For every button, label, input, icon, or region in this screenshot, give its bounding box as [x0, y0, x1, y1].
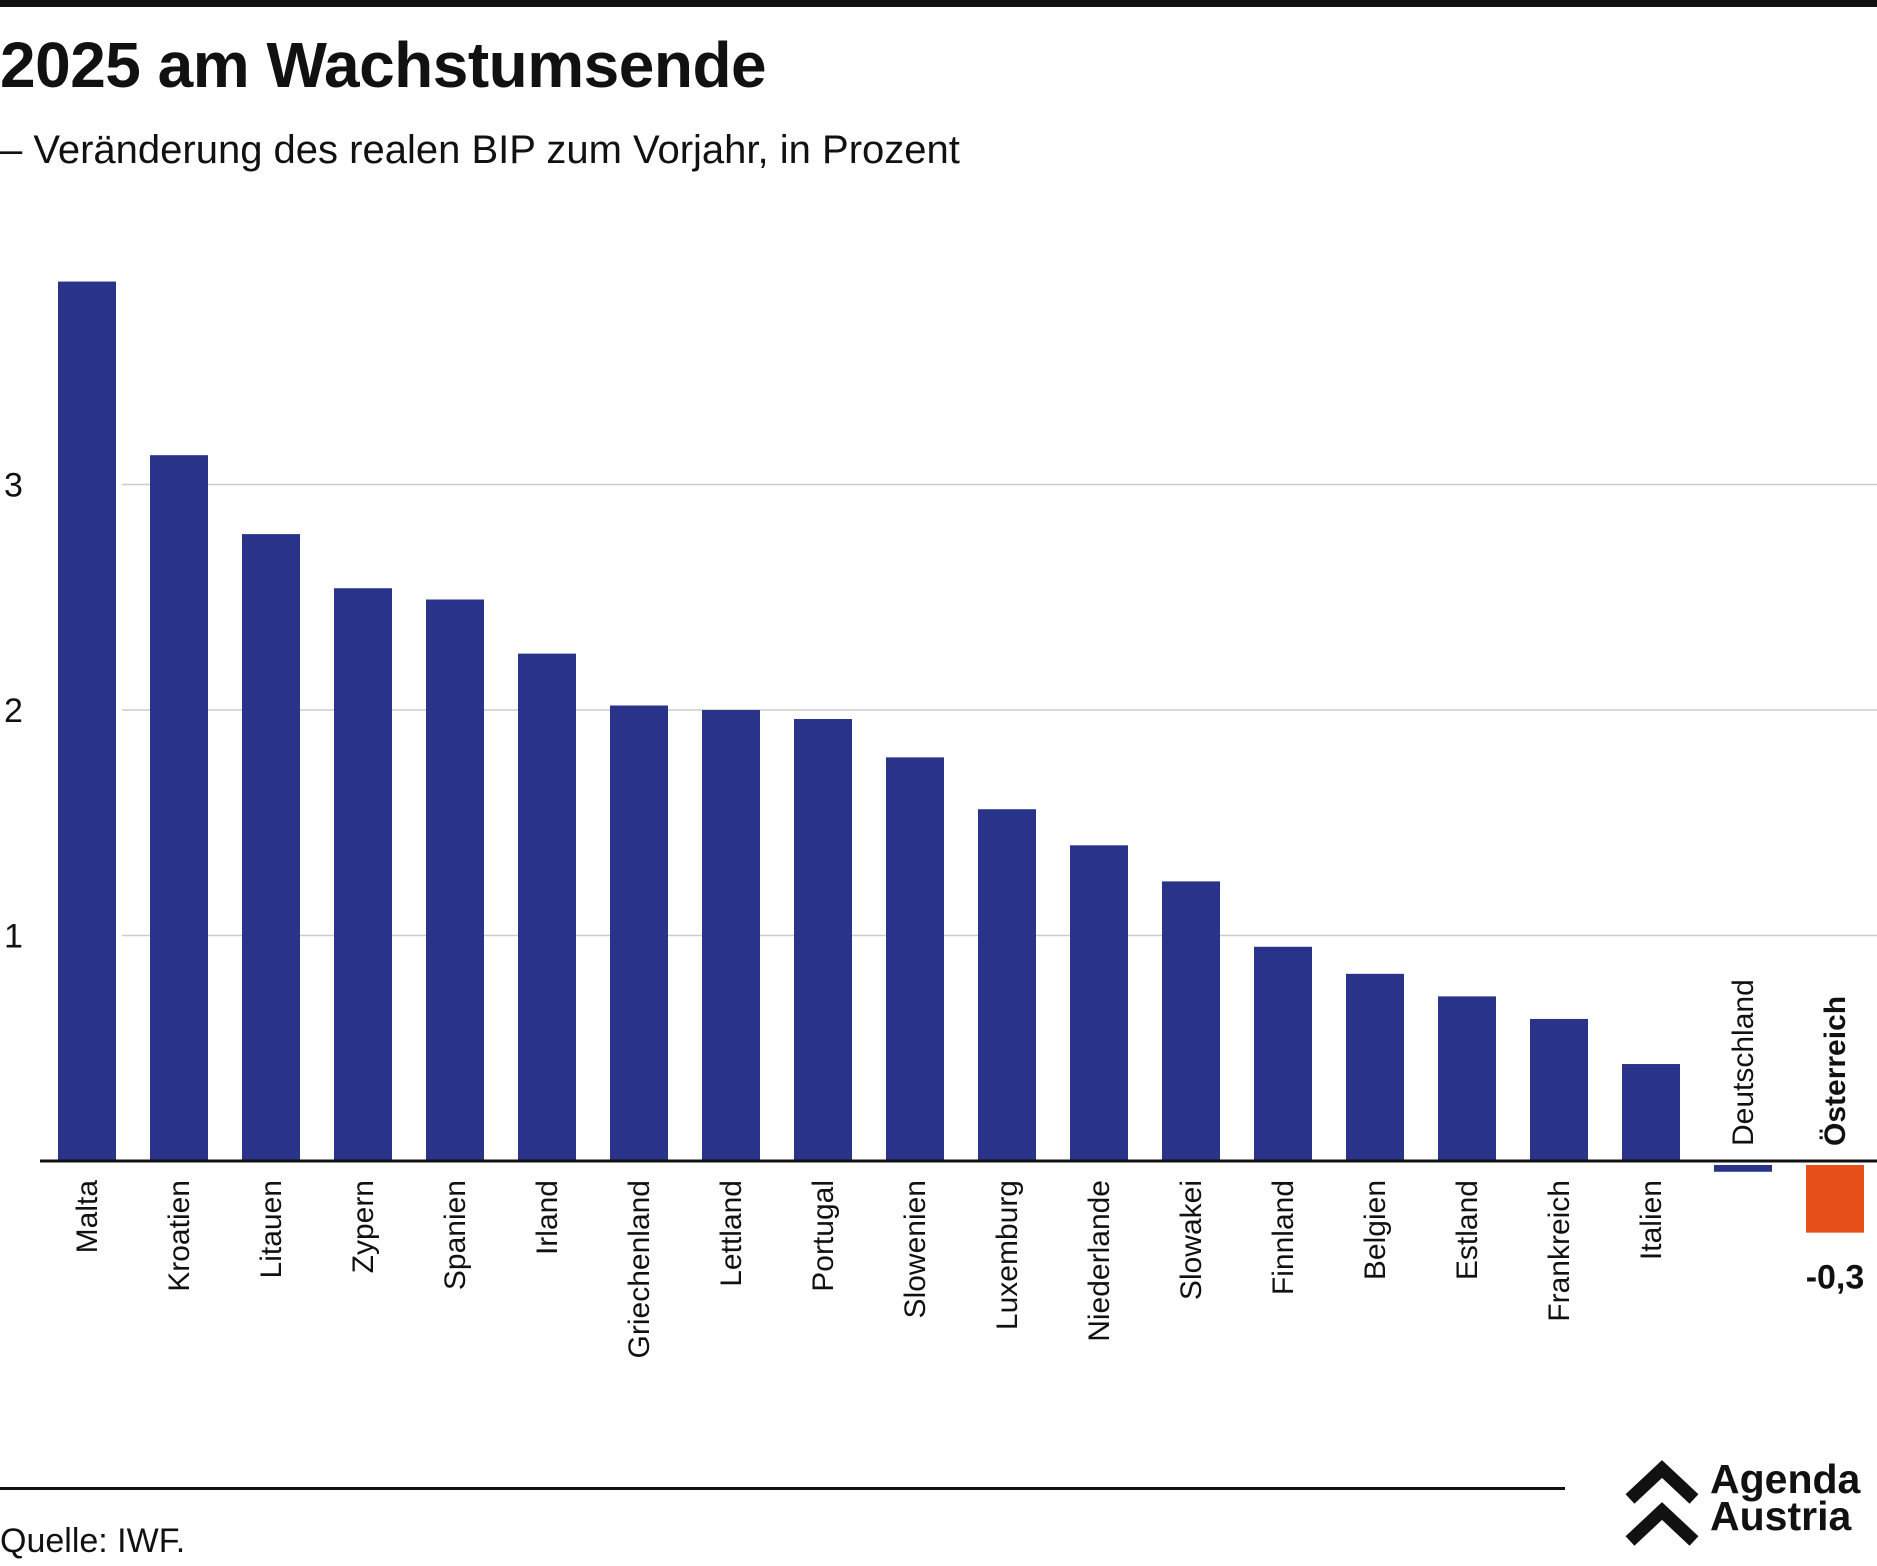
x-tick-label: Italien: [1635, 1180, 1668, 1260]
logo-line-2: Austria: [1710, 1493, 1852, 1539]
bar: [1346, 973, 1404, 1161]
bar: [150, 455, 208, 1161]
x-tick-label: Portugal: [807, 1180, 840, 1292]
chart-title: 2025 am Wachstumsende: [0, 29, 767, 101]
bar: [1806, 1165, 1864, 1233]
bar: [334, 588, 392, 1161]
bar: [702, 710, 760, 1161]
x-tick-label: Spanien: [439, 1180, 472, 1290]
x-tick-label: Estland: [1451, 1180, 1484, 1280]
logo-line-1: Agenda: [1710, 1456, 1861, 1502]
bar: [242, 534, 300, 1161]
bar: [978, 809, 1036, 1161]
x-tick-label: Lettland: [715, 1180, 748, 1287]
x-tick-label: Malta: [71, 1180, 104, 1254]
y-tick-label: 2: [4, 692, 23, 730]
bar: [1530, 1018, 1588, 1161]
bar: [1070, 845, 1128, 1161]
x-tick-label: Slowenien: [899, 1180, 932, 1318]
x-tick-label: Deutschland: [1727, 979, 1760, 1146]
bar: [1162, 881, 1220, 1161]
bar: [610, 705, 668, 1161]
x-tick-label: Niederlande: [1083, 1180, 1116, 1342]
bar: [886, 757, 944, 1161]
bar-chart: 1 2 3 Malta Kroatien Litauen Zypern Spanien Irla…: [4, 281, 1877, 1358]
x-tick-label: Griechenland: [623, 1180, 656, 1358]
bottom-rule: [0, 1487, 1565, 1490]
chevron-up-icon: [1625, 1460, 1699, 1546]
bar: [1438, 996, 1496, 1161]
x-tick-label: Frankreich: [1543, 1180, 1576, 1322]
bar: [1254, 946, 1312, 1161]
x-tick-label: Slowakei: [1175, 1180, 1208, 1300]
source-note: Quelle: IWF.: [0, 1522, 186, 1560]
agenda-austria-logo: Agenda Austria: [1624, 1455, 1874, 1555]
logo-wordmark: Agenda Austria: [1710, 1456, 1861, 1539]
chart-subtitle: – Veränderung des realen BIP zum Vorjahr…: [0, 128, 960, 172]
bar: [518, 653, 576, 1161]
y-tick-label: 1: [4, 918, 23, 956]
x-tick-label: Irland: [531, 1180, 564, 1255]
bar: [1622, 1064, 1680, 1161]
x-tick-label: Österreich: [1819, 996, 1852, 1146]
data-label: -0,3: [1806, 1259, 1865, 1297]
bar: [426, 599, 484, 1161]
y-tick-label: 3: [4, 467, 23, 505]
x-tick-label: Finnland: [1267, 1180, 1300, 1295]
bar: [1714, 1165, 1772, 1172]
x-tick-label: Luxemburg: [991, 1180, 1024, 1330]
bar: [794, 719, 852, 1161]
x-tick-label: Kroatien: [163, 1180, 196, 1292]
x-tick-label: Belgien: [1359, 1180, 1392, 1280]
x-tick-label: Litauen: [255, 1180, 288, 1278]
bar: [58, 281, 116, 1161]
top-rule: [0, 0, 1877, 7]
x-tick-label: Zypern: [347, 1180, 380, 1273]
